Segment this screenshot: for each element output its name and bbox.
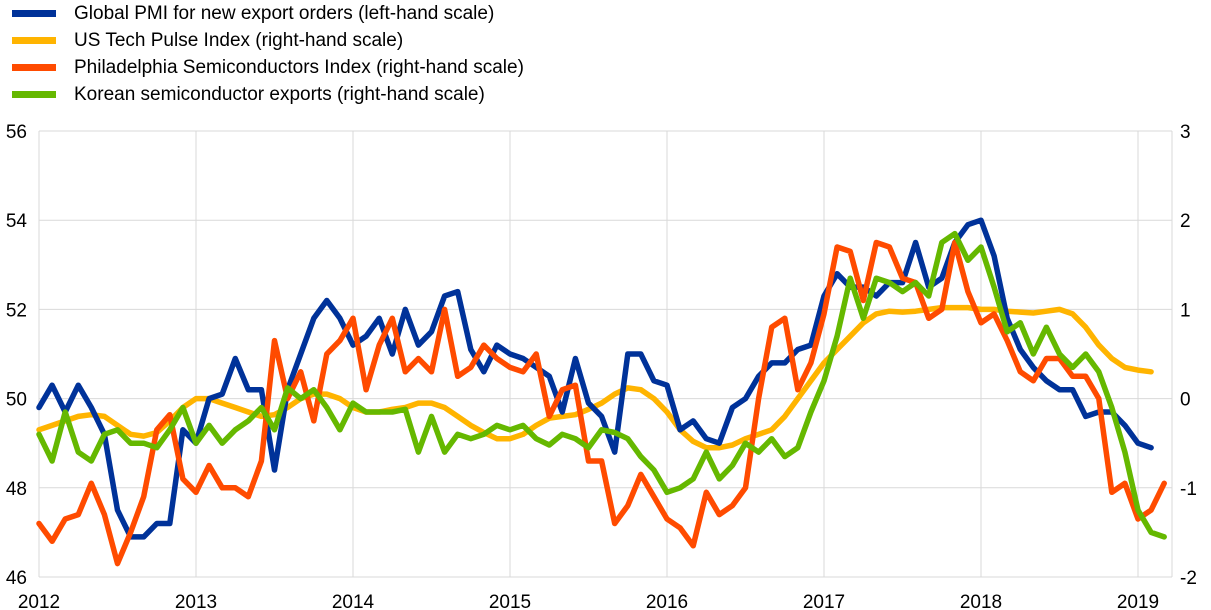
legend-swatch-sox: [12, 64, 56, 71]
x-tick-label: 2018: [960, 592, 1002, 610]
x-tick-label: 2015: [489, 592, 531, 610]
y-right-tick-label: -1: [1180, 479, 1197, 500]
legend-label-pmi: Global PMI for new export orders (left-h…: [74, 2, 495, 24]
korean-exports-line: [36, 230, 1167, 540]
y-right-tick-label: 2: [1180, 211, 1191, 232]
x-tick-label: 2012: [18, 592, 60, 610]
chart-legend: Global PMI for new export orders (left-h…: [12, 0, 524, 108]
y-left-tick-label: 52: [6, 300, 27, 321]
y-left-tick-label: 46: [6, 568, 27, 589]
sox-line: [36, 239, 1167, 567]
x-tick-label: 2016: [646, 592, 688, 610]
y-left-tick-label: 54: [6, 211, 28, 232]
y-left-tick-label: 48: [6, 479, 27, 500]
y-right-tick-label: -2: [1180, 568, 1197, 589]
x-tick-label: 2017: [803, 592, 845, 610]
y-right-tick-label: 0: [1180, 390, 1191, 411]
legend-item-tech-pulse: US Tech Pulse Index (right-hand scale): [12, 27, 524, 54]
pmi-line: [36, 217, 1154, 540]
x-tick-label: 2013: [175, 592, 217, 610]
legend-item-pmi: Global PMI for new export orders (left-h…: [12, 0, 524, 27]
legend-label-tech-pulse: US Tech Pulse Index (right-hand scale): [74, 29, 404, 51]
y-right-tick-label: 3: [1180, 122, 1191, 143]
legend-item-sox: Philadelphia Semiconductors Index (right…: [12, 54, 524, 81]
x-tick-label: 2019: [1117, 592, 1159, 610]
legend-swatch-korean-exports: [12, 91, 56, 98]
legend-swatch-pmi: [12, 10, 56, 17]
legend-item-korean-exports: Korean semiconductor exports (right-hand…: [12, 81, 524, 108]
y-left-tick-label: 56: [6, 122, 27, 143]
legend-label-korean-exports: Korean semiconductor exports (right-hand…: [74, 83, 485, 105]
y-left-tick-label: 50: [6, 390, 27, 411]
legend-label-sox: Philadelphia Semiconductors Index (right…: [74, 56, 524, 78]
y-right-tick-label: 1: [1180, 300, 1191, 321]
x-tick-label: 2014: [332, 592, 375, 610]
legend-swatch-tech-pulse: [12, 37, 56, 44]
